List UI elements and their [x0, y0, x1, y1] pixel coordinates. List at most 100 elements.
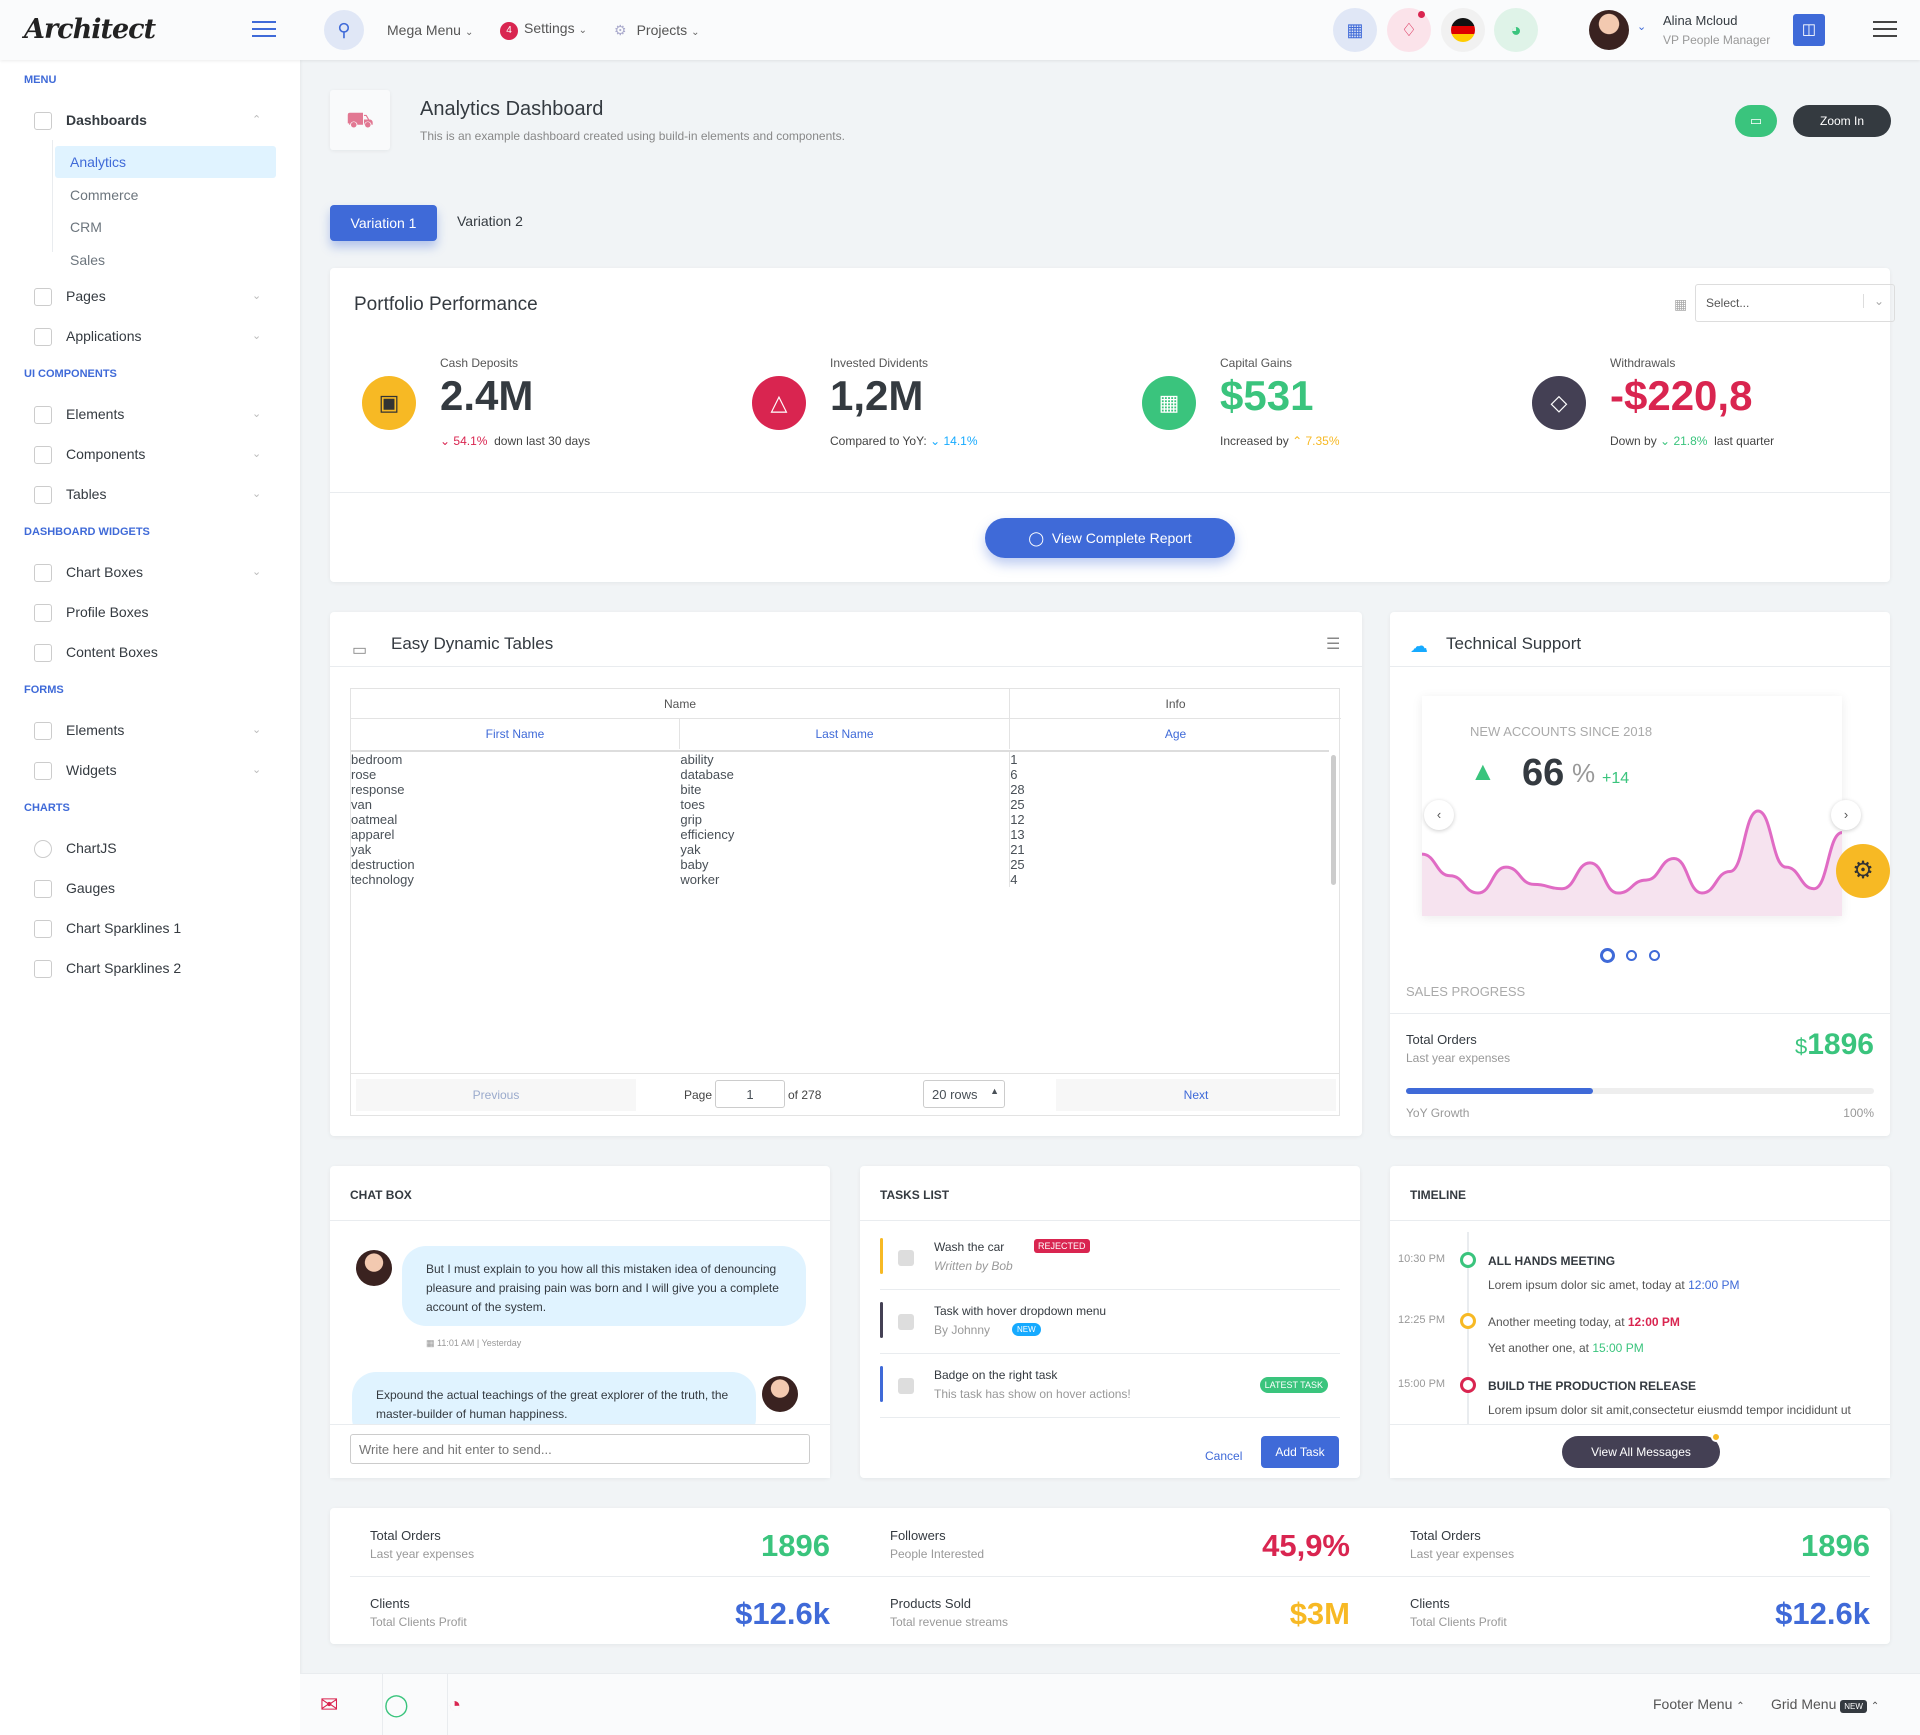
view-report-button[interactable]: ◯ View Complete Report — [985, 518, 1235, 558]
menu-icon[interactable] — [1873, 21, 1897, 37]
tab-variation-2[interactable]: Variation 2 — [457, 213, 523, 229]
chevron-right-icon[interactable]: › — [1831, 800, 1861, 830]
sidebar-item-sparklines-1[interactable]: Chart Sparklines 1 — [34, 918, 181, 939]
slide-dot-active[interactable] — [1600, 948, 1615, 963]
table-row[interactable]: response bite 28 — [351, 782, 1329, 797]
chat-input[interactable] — [350, 1434, 810, 1464]
sidebar-item-analytics[interactable] — [55, 146, 276, 178]
table-row[interactable]: technology worker 4 — [351, 872, 1329, 887]
slide-dot[interactable] — [1626, 950, 1637, 961]
language-flag-icon[interactable] — [1441, 8, 1485, 52]
chevron-left-icon[interactable]: ‹ — [1424, 800, 1454, 830]
search-icon[interactable]: ⚲ — [324, 10, 364, 50]
mega-menu-button[interactable]: Mega Menu ⌄ — [387, 22, 473, 38]
laptop-icon: ▭ — [352, 642, 368, 659]
sidebar-item-content-boxes[interactable]: Content Boxes — [34, 642, 158, 663]
sidebar-item-form-widgets[interactable]: Widgets ⌄ — [34, 760, 261, 781]
table-row[interactable]: destruction baby 25 — [351, 857, 1329, 872]
accounts-since: NEW ACCOUNTS SINCE 2018 — [1470, 724, 1653, 739]
calendar-icon[interactable]: ◫ — [1793, 14, 1825, 46]
task-checkbox[interactable] — [898, 1250, 914, 1266]
footer-menu-button[interactable]: Footer Menu ⌃ — [1653, 1696, 1745, 1712]
user-avatar[interactable] — [1589, 10, 1629, 50]
divider — [330, 1220, 830, 1221]
add-task-button[interactable]: Add Task — [1261, 1436, 1339, 1468]
notification-dot — [1418, 11, 1425, 18]
sidebar-item-sales[interactable]: Sales — [70, 252, 106, 268]
stat-title: Clients — [370, 1596, 410, 1611]
task-item[interactable]: Badge on the right task This task has sh… — [880, 1364, 1340, 1418]
task-item[interactable]: Wash the car REJECTED Written by Bob — [880, 1236, 1340, 1290]
chevron-up-icon: ⌃ — [252, 114, 262, 126]
task-checkbox[interactable] — [898, 1314, 914, 1330]
sidebar-item-chart-boxes[interactable]: Chart Boxes ⌄ — [34, 562, 261, 583]
next-button[interactable]: Next — [1056, 1079, 1336, 1111]
table-header-last-name[interactable]: Last Name — [680, 719, 1010, 749]
gear-icon[interactable]: ⚙ — [1836, 844, 1890, 898]
chevron-down-icon: ⌄ — [252, 448, 262, 460]
scrollbar[interactable] — [1331, 755, 1336, 885]
bell-icon[interactable]: ♢ — [1387, 8, 1431, 52]
stat-followers: Followers People Interested 45,9% — [890, 1528, 1350, 1588]
battery-icon[interactable]: ▭ — [1735, 105, 1777, 137]
tasks-card: TASKS LIST Wash the car REJECTED Written… — [860, 1166, 1360, 1478]
page-input[interactable]: 1 — [715, 1080, 785, 1108]
megaphone-icon[interactable]: ✉ — [320, 1692, 339, 1717]
sidebar-item-elements[interactable]: Elements ⌄ — [34, 404, 261, 425]
arrow-down-icon: ⌄ — [930, 434, 941, 448]
sidebar-toggle-icon[interactable] — [252, 21, 276, 37]
table-header-first-name[interactable]: First Name — [351, 719, 680, 749]
chat-timestamp: ▦ 11:01 AM | Yesterday — [426, 1338, 521, 1349]
sidebar-item-profile-boxes[interactable]: Profile Boxes — [34, 602, 148, 623]
sidebar-item-crm[interactable]: CRM — [70, 219, 102, 235]
previous-button[interactable]: Previous — [356, 1079, 636, 1111]
divider — [351, 1073, 1339, 1074]
sidebar-item-dashboards[interactable]: Dashboards ⌃ — [34, 110, 261, 131]
sidebar-item-gauges[interactable]: Gauges — [34, 878, 115, 899]
table-row[interactable]: apparel efficiency 13 — [351, 827, 1329, 842]
menu-icon[interactable]: ☰ — [1326, 636, 1341, 653]
kpi-note: last quarter — [1714, 434, 1775, 448]
sidebar-item-pages[interactable]: Pages ⌄ — [34, 286, 261, 307]
kpi-label: Cash Deposits — [440, 356, 519, 370]
table-header-age[interactable]: Age — [1164, 727, 1187, 741]
projects-button[interactable]: ⚙ Projects ⌄ — [614, 22, 700, 39]
table-row[interactable]: yak yak 21 — [351, 842, 1329, 857]
sidebar-item-sparklines-2[interactable]: Chart Sparklines 2 — [34, 958, 181, 979]
table-row[interactable]: van toes 25 — [351, 797, 1329, 812]
sidebar-item-chartjs[interactable]: ChartJS — [34, 838, 117, 859]
view-report-label: View Complete Report — [1051, 530, 1192, 546]
table-row[interactable]: bedroom ability 1 — [351, 752, 1329, 767]
grid-menu-button[interactable]: Grid Menu NEW ⌃ — [1771, 1696, 1879, 1713]
sidebar-item-commerce[interactable]: Commerce — [70, 187, 139, 203]
view-all-messages-button[interactable]: View All Messages — [1562, 1436, 1720, 1468]
sidebar-item-components[interactable]: Components ⌄ — [34, 444, 261, 465]
slide-dot[interactable] — [1649, 950, 1660, 961]
status-icon[interactable]: ◕ — [1494, 8, 1538, 52]
chevron-down-icon[interactable]: ⌄ — [1637, 21, 1647, 33]
kpi-value: 2.4M — [440, 372, 534, 419]
period-select[interactable]: Select... ⌄ — [1695, 284, 1895, 322]
sidebar-item-applications[interactable]: Applications ⌄ — [34, 326, 261, 347]
stat-title: Clients — [1410, 1596, 1450, 1611]
pie-chart-icon[interactable]: ◔ — [448, 1692, 462, 1717]
settings-button[interactable]: 4 Settings ⌄ — [500, 20, 587, 40]
table-body[interactable]: bedroom ability 1 rose database 6 response bite… — [351, 750, 1329, 1072]
cancel-button[interactable]: Cancel — [1205, 1449, 1243, 1463]
rows-select[interactable]: 20 rows ▲ — [923, 1080, 1005, 1108]
tab-variation-1[interactable]: Variation 1 — [330, 205, 437, 241]
divider — [1390, 1013, 1890, 1014]
diamond-icon: ◇ — [1532, 376, 1586, 430]
zoom-in-button[interactable]: Zoom In — [1793, 105, 1891, 137]
grid-apps-icon[interactable]: ▦ — [1333, 8, 1377, 52]
sidebar-item-tables[interactable]: Tables ⌄ — [34, 484, 261, 505]
stat-title: Total Orders — [1410, 1528, 1481, 1543]
table-row[interactable]: oatmeal grip 12 — [351, 812, 1329, 827]
task-item[interactable]: Task with hover dropdown menu By Johnny … — [880, 1300, 1340, 1354]
globe-icon[interactable]: ◯ — [384, 1692, 409, 1717]
sidebar-item-form-elements[interactable]: Elements ⌄ — [34, 720, 261, 741]
timeline-time: 12:25 PM — [1398, 1314, 1446, 1326]
task-checkbox[interactable] — [898, 1378, 914, 1394]
table-cell: bedroom — [351, 752, 403, 767]
table-row[interactable]: rose database 6 — [351, 767, 1329, 782]
